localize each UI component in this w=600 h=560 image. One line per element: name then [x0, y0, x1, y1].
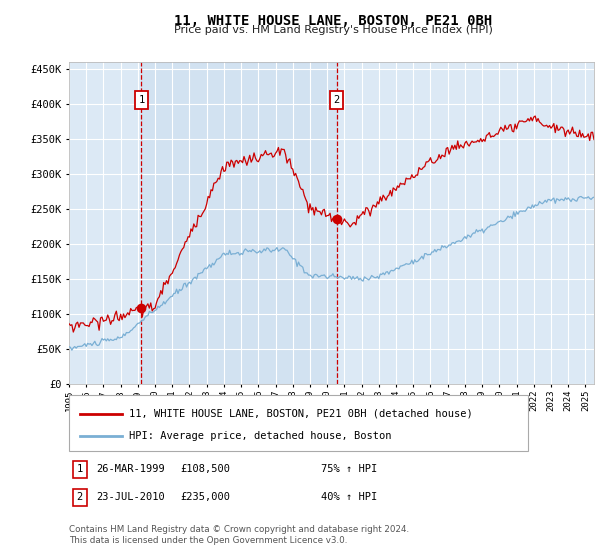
Text: 11, WHITE HOUSE LANE, BOSTON, PE21 0BH (detached house): 11, WHITE HOUSE LANE, BOSTON, PE21 0BH (…: [129, 409, 473, 419]
Text: 1: 1: [139, 95, 145, 105]
Text: Price paid vs. HM Land Registry's House Price Index (HPI): Price paid vs. HM Land Registry's House …: [173, 25, 493, 35]
Text: 1: 1: [77, 464, 83, 474]
Text: 40% ↑ HPI: 40% ↑ HPI: [321, 492, 377, 502]
Text: £108,500: £108,500: [180, 464, 230, 474]
Text: HPI: Average price, detached house, Boston: HPI: Average price, detached house, Bost…: [129, 431, 392, 441]
Text: £235,000: £235,000: [180, 492, 230, 502]
Text: Contains HM Land Registry data © Crown copyright and database right 2024.
This d: Contains HM Land Registry data © Crown c…: [69, 525, 409, 545]
Text: 75% ↑ HPI: 75% ↑ HPI: [321, 464, 377, 474]
Text: 23-JUL-2010: 23-JUL-2010: [96, 492, 165, 502]
Text: 2: 2: [334, 95, 340, 105]
Bar: [142, 62, 337, 384]
Text: 2: 2: [77, 492, 83, 502]
Text: 11, WHITE HOUSE LANE, BOSTON, PE21 0BH: 11, WHITE HOUSE LANE, BOSTON, PE21 0BH: [174, 14, 492, 28]
Text: 26-MAR-1999: 26-MAR-1999: [96, 464, 165, 474]
